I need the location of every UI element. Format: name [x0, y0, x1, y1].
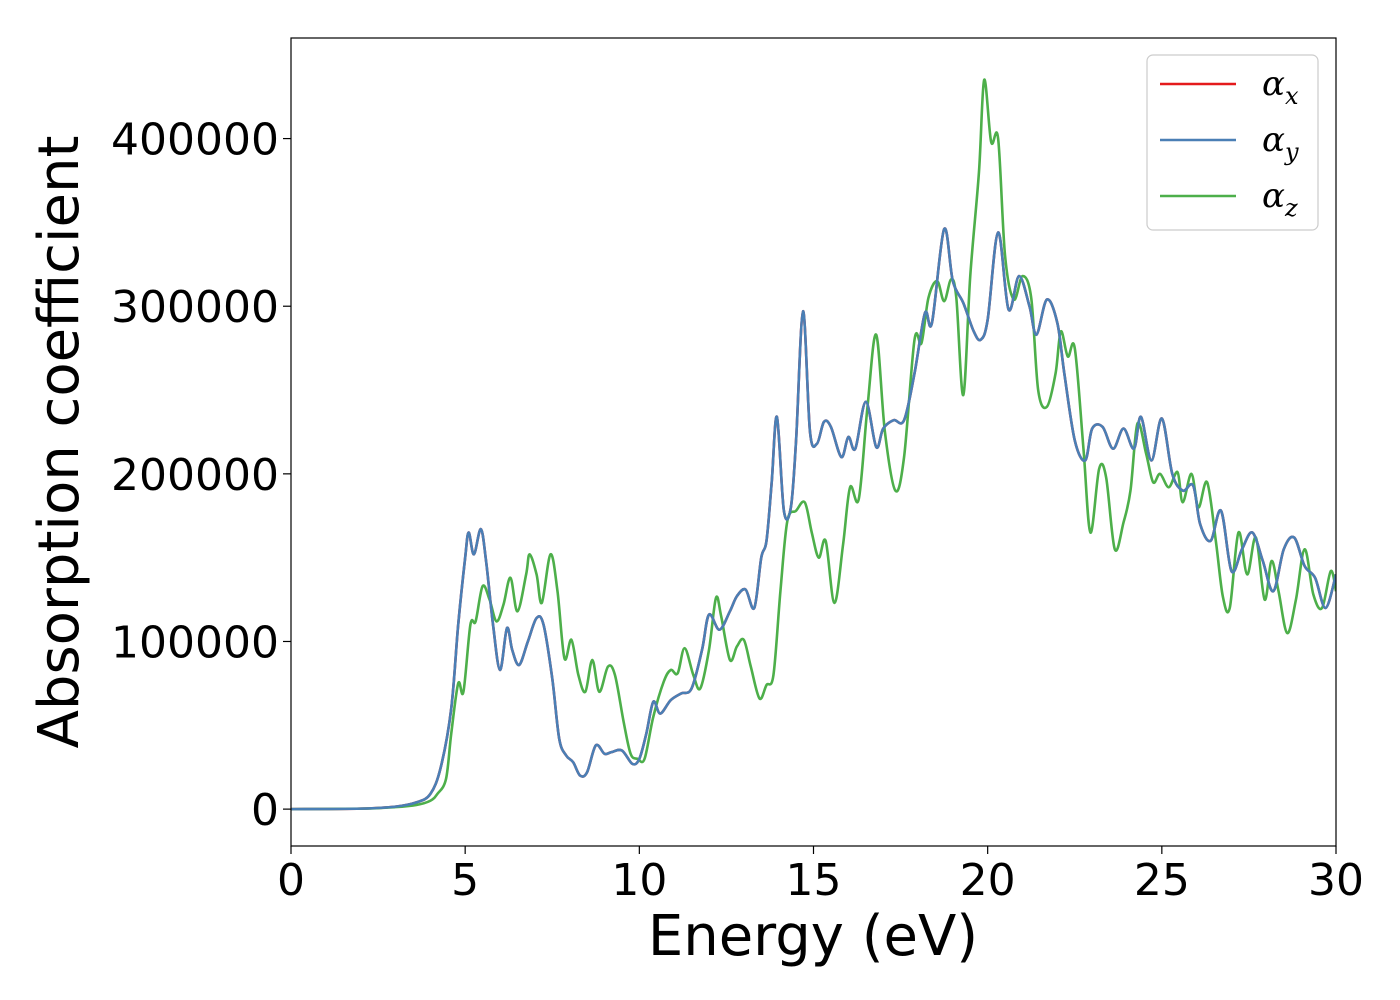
plot-area — [291, 78, 1336, 811]
y-axis-ticks: 0 100000 200000 300000 400000 — [111, 115, 291, 836]
y-tick-label: 100000 — [111, 617, 279, 668]
x-tick-label: 25 — [1134, 855, 1190, 906]
series-line-alpha-z — [291, 78, 1336, 811]
y-tick-label: 0 — [251, 785, 279, 836]
x-axis-ticks: 0 5 10 15 20 25 30 — [277, 846, 1364, 906]
x-tick-label: 30 — [1308, 855, 1364, 906]
y-axis-label: Absorption coefficient — [27, 136, 92, 749]
y-tick-label: 300000 — [111, 282, 279, 333]
y-tick-label: 400000 — [111, 115, 279, 166]
x-tick-label: 10 — [611, 855, 667, 906]
legend-box — [1146, 54, 1319, 231]
x-axis-label: Energy (eV) — [648, 904, 978, 969]
y-tick-label: 200000 — [111, 450, 279, 501]
x-tick-label: 20 — [960, 855, 1016, 906]
series-line-alpha-y — [291, 227, 1336, 811]
x-tick-label: 0 — [277, 855, 305, 906]
legend-label-alpha-x: αx — [1262, 64, 1299, 110]
x-tick-label: 15 — [786, 855, 842, 906]
x-tick-label: 5 — [451, 855, 479, 906]
